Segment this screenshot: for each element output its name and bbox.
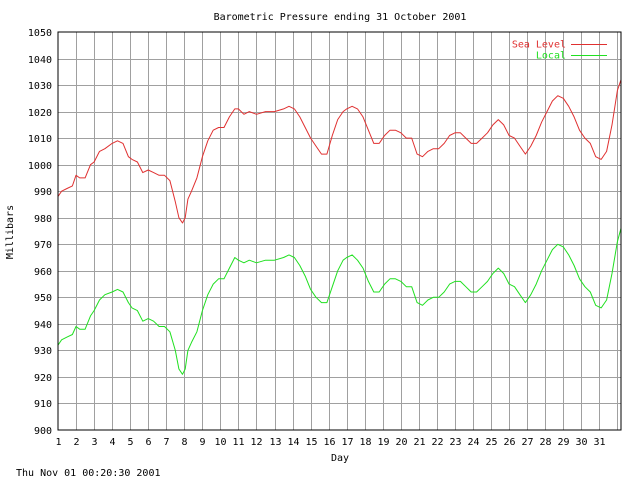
x-tick-label: 20: [395, 437, 407, 448]
x-tick-label: 7: [163, 437, 169, 448]
x-tick-label: 3: [91, 437, 97, 448]
legend-label: Local: [536, 51, 566, 62]
grid-lines: [58, 32, 621, 430]
series-line-local: [57, 228, 622, 375]
x-tick-label: 10: [214, 437, 226, 448]
y-axis-label: Millibars: [5, 205, 16, 259]
series-line-sea-level: [57, 79, 622, 224]
x-tick-label: 25: [485, 437, 497, 448]
legend-label: Sea Level: [512, 40, 566, 51]
x-tick-label: 21: [413, 437, 425, 448]
x-tick-label: 16: [323, 437, 335, 448]
series-lines: [57, 79, 622, 375]
x-tick-label: 30: [575, 437, 587, 448]
x-tick-label: 9: [199, 437, 205, 448]
x-tick-label: 28: [539, 437, 551, 448]
x-tick-label: 2: [73, 437, 79, 448]
x-tick-label: 12: [250, 437, 262, 448]
y-tick-label: 980: [34, 214, 52, 225]
y-tick-label: 1000: [28, 161, 52, 172]
x-tick-label: 18: [359, 437, 371, 448]
x-tick-label: 19: [377, 437, 389, 448]
y-tick-label: 1020: [28, 108, 52, 119]
x-tick-label: 13: [269, 437, 281, 448]
y-tick-label: 910: [34, 399, 52, 410]
y-tick-label: 920: [34, 373, 52, 384]
timestamp-footer: Thu Nov 01 00:20:30 2001: [16, 468, 161, 479]
x-tick-label: 27: [521, 437, 533, 448]
x-tick-label: 14: [287, 437, 299, 448]
x-tick-label: 24: [467, 437, 479, 448]
x-tick-label: 4: [109, 437, 115, 448]
x-tick-label: 6: [145, 437, 151, 448]
y-tick-label: 940: [34, 320, 52, 331]
plot-frame: [57, 31, 622, 431]
x-tick-label: 15: [305, 437, 317, 448]
chart-title: Barometric Pressure ending 31 October 20…: [214, 12, 467, 23]
x-tick-label: 1: [55, 437, 61, 448]
y-tick-label: 990: [34, 187, 52, 198]
y-tick-label: 1030: [28, 81, 52, 92]
x-tick-label: 5: [127, 437, 133, 448]
y-tick-labels: 900 910 920 930 940 950 960 970 980 990 1000 1010 10…: [28, 28, 52, 437]
x-tick-label: 31: [593, 437, 605, 448]
x-tick-label: 11: [232, 437, 244, 448]
x-tick-label: 22: [431, 437, 443, 448]
y-tick-label: 930: [34, 346, 52, 357]
x-tick-label: 17: [341, 437, 353, 448]
x-tick-label: 8: [181, 437, 187, 448]
y-tick-label: 1050: [28, 28, 52, 39]
x-tick-label: 29: [557, 437, 569, 448]
y-tick-label: 970: [34, 240, 52, 251]
y-tick-label: 960: [34, 267, 52, 278]
x-axis-label: Day: [331, 453, 349, 464]
y-tick-label: 950: [34, 293, 52, 304]
x-tick-labels: 1 2 3 4 5 6 7 8 9 10 11 12 13 14 15 16 17 18 19 20 21 22 23 24 2…: [55, 437, 605, 448]
x-tick-label: 23: [449, 437, 461, 448]
y-tick-label: 1010: [28, 134, 52, 145]
y-tick-label: 1040: [28, 55, 52, 66]
x-tick-label: 26: [503, 437, 515, 448]
y-tick-label: 900: [34, 426, 52, 437]
